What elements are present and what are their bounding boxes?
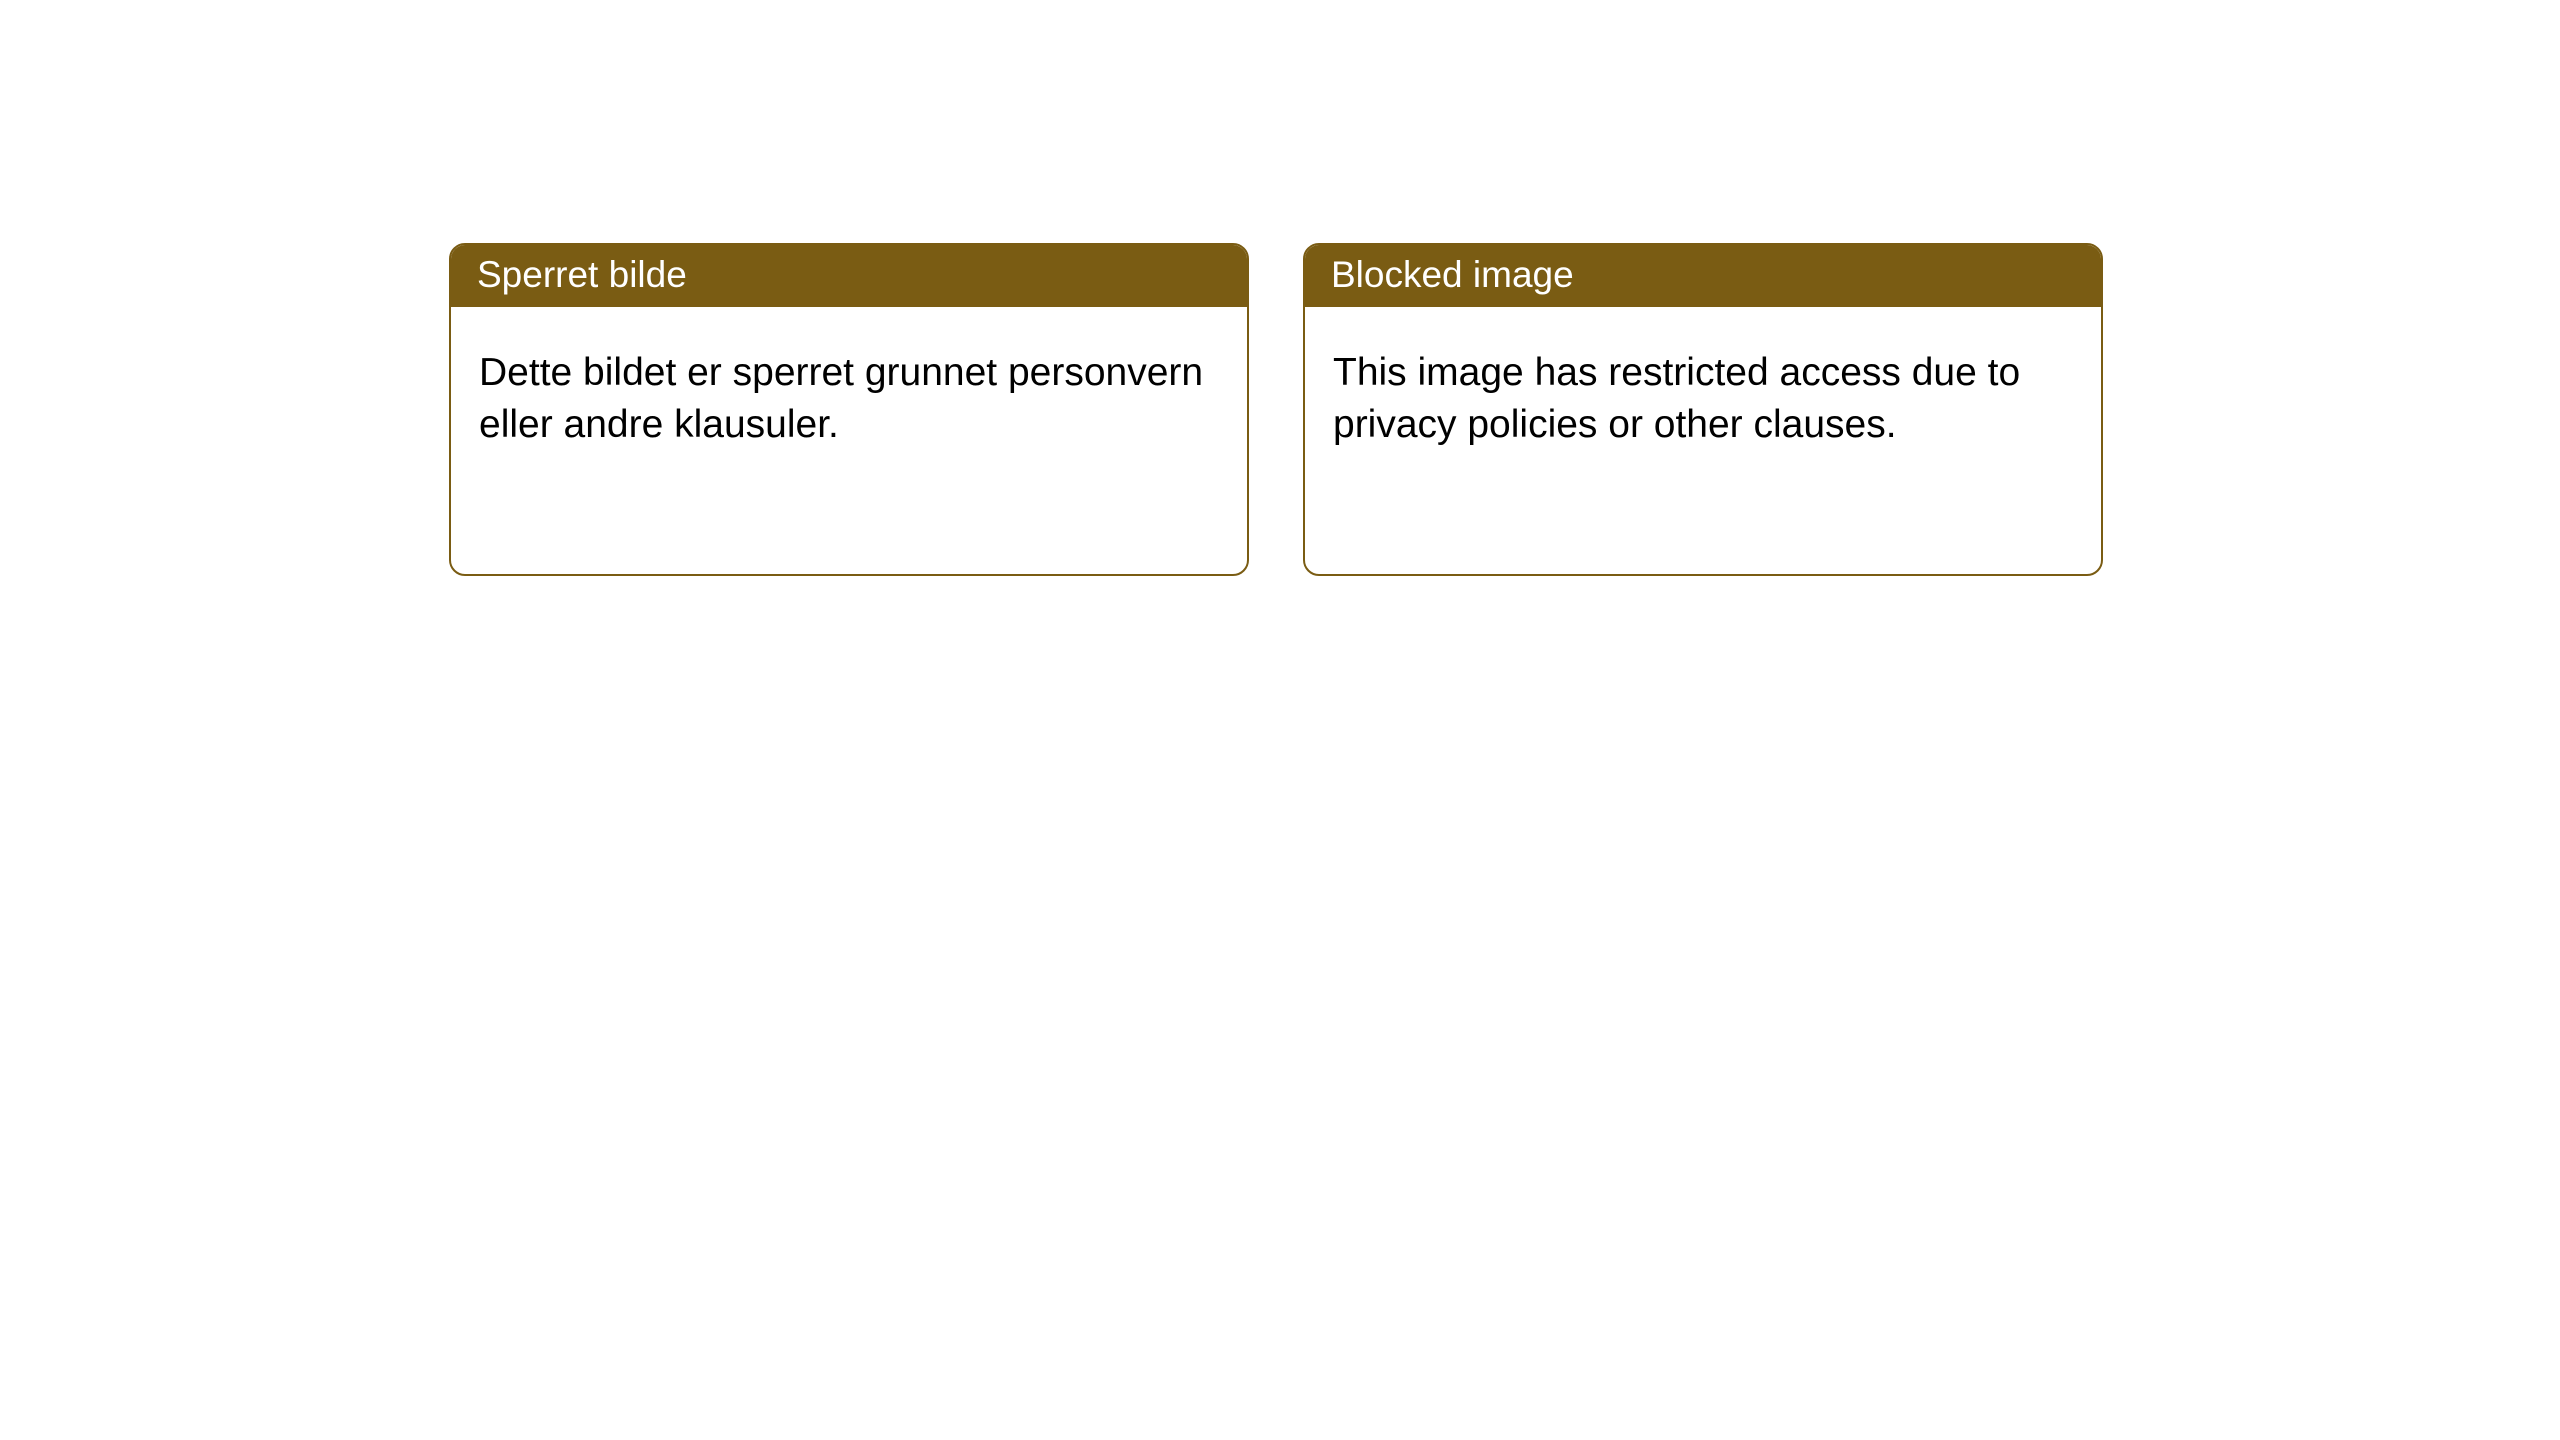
notice-message-english: This image has restricted access due to … xyxy=(1305,307,2101,478)
notice-box-english: Blocked image This image has restricted … xyxy=(1303,243,2103,576)
notice-container: Sperret bilde Dette bildet er sperret gr… xyxy=(0,0,2560,576)
notice-title-norwegian: Sperret bilde xyxy=(451,245,1247,307)
notice-box-norwegian: Sperret bilde Dette bildet er sperret gr… xyxy=(449,243,1249,576)
notice-title-english: Blocked image xyxy=(1305,245,2101,307)
notice-message-norwegian: Dette bildet er sperret grunnet personve… xyxy=(451,307,1247,478)
